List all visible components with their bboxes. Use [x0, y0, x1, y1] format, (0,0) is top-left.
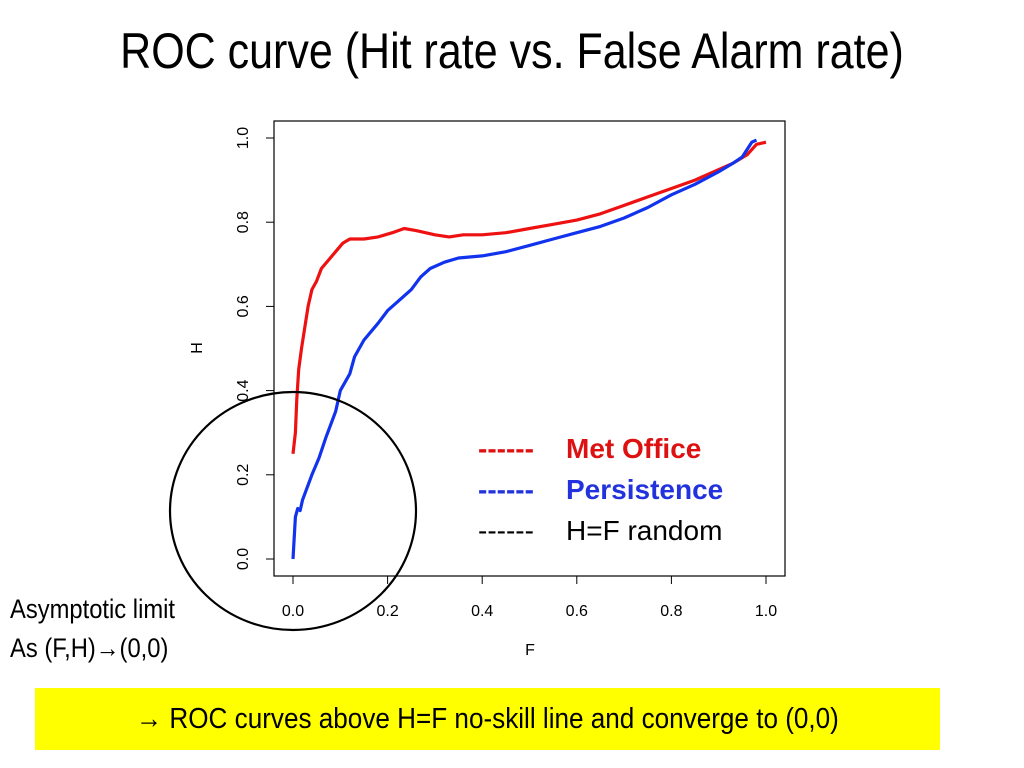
y-tick-label: 0.2 [235, 464, 252, 486]
x-tick-label: 0.0 [282, 603, 304, 620]
legend-item-met-office: ------ Met Office [478, 428, 723, 469]
x-tick-label: 0.6 [566, 603, 588, 620]
chart-axes: 0.0 0.2 0.4 0.6 0.8 1.0 F 0.0 0.2 0.4 0.6 0.8 1.0 H [189, 127, 777, 659]
y-tick-label: 0.6 [235, 295, 252, 317]
series-layer [291, 138, 767, 560]
legend-item-persistence: ------ Persistence [478, 469, 723, 510]
legend-dash: ------ [478, 474, 534, 505]
annotation-prefix: As (F,H) [10, 633, 96, 663]
x-tick-label: 0.8 [660, 603, 682, 620]
annotation-suffix: (0,0) [119, 633, 169, 663]
y-tick-label: 1.0 [235, 127, 252, 149]
series-line-persistence [291, 138, 758, 560]
legend-dash: ------ [478, 433, 534, 464]
x-tick-label: 0.4 [471, 603, 493, 620]
y-tick-label: 0.8 [235, 211, 252, 233]
arrow-icon: → [136, 702, 163, 735]
conclusion-text: ROC curves above H=F no-skill line and c… [169, 702, 839, 735]
y-tick-label: 0.0 [235, 548, 252, 570]
asymptotic-limit-circle [168, 390, 418, 632]
chart-legend: ------ Met Office ------ Persistence -----… [478, 428, 723, 551]
legend-dash: ------ [478, 515, 534, 546]
annotation-line-2: As (F,H)→(0,0) [10, 629, 175, 668]
x-axis-label: F [525, 642, 535, 659]
legend-label: Met Office [566, 433, 702, 464]
legend-item-random: ------ H=F random [478, 510, 723, 551]
legend-label: Persistence [566, 474, 724, 505]
asymptotic-annotation: Asymptotic limit As (F,H)→(0,0) [10, 590, 175, 668]
y-axis-label: H [189, 342, 206, 354]
x-tick-label: 1.0 [755, 603, 777, 620]
arrow-icon: → [95, 633, 120, 663]
y-tick-label: 0.4 [235, 379, 252, 401]
series-line-met-office [291, 140, 767, 454]
annotation-line-1: Asymptotic limit [10, 594, 176, 624]
conclusion-banner: → ROC curves above H=F no-skill line and… [35, 688, 940, 750]
slide-title: ROC curve (Hit rate vs. False Alarm rate… [120, 23, 904, 79]
legend-label: H=F random [566, 515, 723, 546]
x-tick-label: 0.2 [376, 603, 398, 620]
